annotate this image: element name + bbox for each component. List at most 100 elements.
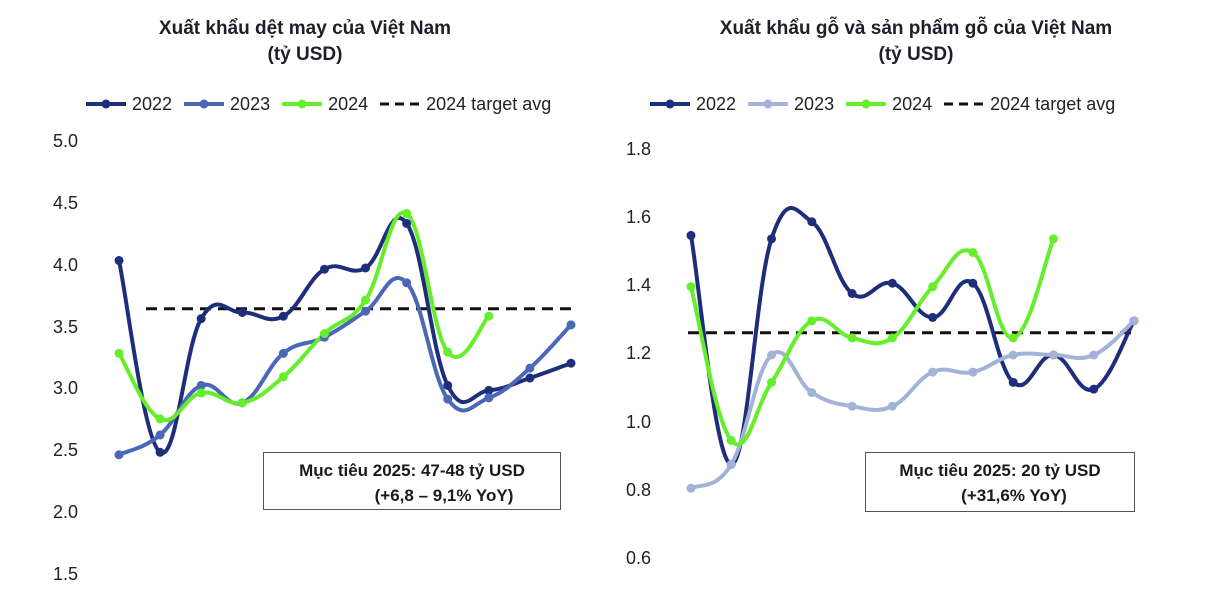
data-point-2024: [278, 372, 288, 382]
data-point-2024: [1008, 333, 1018, 343]
y-tick-label: 3.5: [52, 317, 78, 337]
data-point-2024: [968, 248, 978, 257]
data-point-2023: [928, 367, 938, 377]
wood-chart: Xuất khẩu gỗ và sản phẩm gỗ của Việt Nam…: [608, 0, 1216, 603]
series-line-2022: [689, 206, 1136, 467]
annotation-line: (+31,6% YoY): [961, 486, 1067, 505]
data-point-2023: [278, 348, 288, 358]
legend-item-target: 2024 target avg: [378, 94, 551, 115]
data-point-2022: [155, 447, 165, 457]
data-point-2023: [1129, 316, 1139, 326]
data-point-2024: [196, 388, 206, 398]
data-point-2024: [847, 333, 857, 343]
data-point-2024: [484, 311, 494, 321]
y-tick-label: 1.0: [625, 412, 651, 432]
data-point-2023: [525, 363, 535, 373]
data-point-2022: [525, 373, 535, 383]
plot-area: [114, 209, 576, 460]
data-point-2024: [767, 377, 777, 387]
series-line-2024: [689, 236, 1056, 447]
legend-label: 2022: [696, 93, 737, 114]
y-tick-label: 4.0: [52, 255, 78, 275]
data-point-2024: [319, 329, 329, 339]
data-point-2022: [278, 311, 288, 321]
data-point-2022: [237, 307, 247, 317]
target-annotation: Mục tiêu 2025: 20 tỷ USD (+31,6% YoY): [865, 452, 1135, 512]
data-point-2022: [1008, 377, 1018, 387]
chart-title-text: Xuất khẩu gỗ và sản phẩm gỗ của Việt Nam: [719, 18, 1113, 39]
legend-item-target: 2024 target avg: [942, 94, 1115, 115]
y-tick-label: 5.0: [52, 131, 78, 151]
data-point-2023: [807, 388, 817, 398]
legend-item-2023: 2023: [182, 94, 270, 115]
data-point-2023: [196, 380, 206, 390]
y-tick-label: 3.0: [52, 378, 78, 398]
data-point-2023: [484, 393, 494, 403]
data-point-2023: [361, 306, 371, 316]
chart-title-text: Xuất khẩu dệt may của Việt Nam: [158, 18, 452, 39]
data-point-2024: [726, 435, 736, 445]
data-point-2023: [402, 278, 412, 288]
y-tick-label: 0.6: [625, 548, 651, 568]
data-point-2024: [928, 282, 938, 292]
data-point-2024: [114, 348, 124, 358]
annotation-line: (+6,8 – 9,1% YoY): [374, 486, 514, 505]
data-point-2024: [443, 347, 453, 357]
chart-legend: 2022 2023 2024 2024 target avg: [648, 92, 1125, 116]
data-point-2023: [968, 367, 978, 377]
legend-label: 2022: [132, 93, 173, 114]
chart-title: Xuất khẩu gỗ và sản phẩm gỗ của Việt Nam…: [612, 16, 1216, 68]
legend-label: 2024 target avg: [990, 93, 1116, 114]
data-point-2024: [361, 295, 371, 305]
data-point-2023: [767, 350, 777, 360]
chart-title: Xuất khẩu dệt may của Việt Nam (tỷ USD): [5, 16, 605, 68]
legend-item-2024: 2024: [280, 94, 368, 115]
legend-label: 2023: [230, 93, 271, 114]
annotation-line: Mục tiêu 2025: 47-48 tỷ USD: [299, 461, 525, 480]
data-point-2022: [887, 278, 897, 288]
legend-label: 2023: [794, 93, 835, 114]
data-point-2022: [767, 234, 777, 244]
legend-item-2024: 2024: [844, 94, 932, 115]
data-point-2023: [566, 320, 576, 330]
legend-item-2022: 2022: [648, 94, 736, 115]
chart-subtitle: (tỷ USD): [878, 44, 954, 65]
data-point-2022: [361, 263, 371, 273]
textile-chart: Xuất khẩu dệt may của Việt Nam (tỷ USD) …: [0, 0, 600, 603]
data-point-2022: [484, 385, 494, 395]
y-tick-label: 1.2: [625, 343, 651, 363]
series-line-2024: [117, 210, 491, 423]
series-line-2022: [117, 215, 573, 455]
data-point-2023: [443, 394, 453, 404]
data-point-2024: [807, 316, 817, 326]
data-point-2024: [237, 398, 247, 408]
y-tick-label: 1.5: [52, 564, 78, 584]
data-point-2023: [726, 459, 736, 469]
plot-area: [686, 206, 1139, 493]
y-tick-label: 1.8: [625, 139, 651, 159]
data-point-2023: [1089, 350, 1099, 360]
y-tick-label: 0.8: [625, 480, 651, 500]
data-point-2024: [1048, 234, 1058, 244]
data-point-2023: [887, 401, 897, 411]
data-point-2023: [847, 401, 857, 411]
chart-subtitle: (tỷ USD): [267, 44, 343, 65]
data-point-2022: [1089, 384, 1099, 394]
data-point-2022: [968, 278, 978, 288]
data-point-2024: [402, 209, 412, 219]
legend-item-2023: 2023: [746, 94, 834, 115]
data-point-2024: [686, 282, 696, 292]
data-point-2022: [686, 230, 696, 240]
chart-legend: 2022 2023 2024 2024 target avg: [84, 92, 561, 116]
y-tick-label: 1.6: [625, 207, 651, 227]
data-point-2023: [155, 430, 165, 440]
y-tick-label: 2.5: [52, 440, 78, 460]
data-point-2022: [443, 380, 453, 390]
legend-label: 2024: [892, 93, 933, 114]
data-point-2023: [1048, 350, 1058, 360]
data-point-2022: [402, 218, 412, 228]
y-tick-label: 1.4: [625, 275, 651, 295]
data-point-2022: [114, 256, 124, 266]
target-annotation: Mục tiêu 2025: 47-48 tỷ USD (+6,8 – 9,1%…: [263, 452, 561, 510]
data-point-2023: [114, 450, 124, 460]
